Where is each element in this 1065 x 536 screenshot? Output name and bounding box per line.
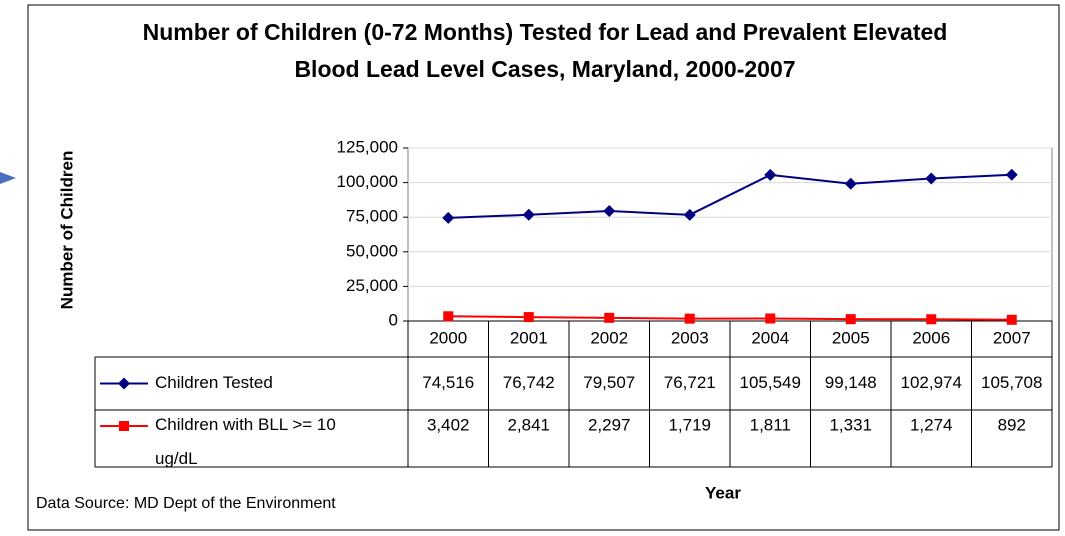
- series-line: [448, 173, 1012, 219]
- data-point: [522, 208, 535, 221]
- data-label: 102,974: [901, 373, 962, 392]
- data-point: [1006, 314, 1017, 325]
- y-tick-label: 125,000: [337, 137, 398, 156]
- x-tick-label: 2000: [429, 328, 467, 347]
- x-tick-label: 2003: [671, 328, 709, 347]
- y-tick-label: 0: [389, 310, 398, 329]
- data-point: [925, 172, 938, 185]
- plot-area: [407, 147, 1053, 322]
- data-point: [926, 314, 937, 325]
- x-tick-label: 2005: [832, 328, 870, 347]
- legend-marker: [118, 377, 130, 390]
- data-point: [764, 168, 777, 181]
- data-label: 1,811: [750, 415, 791, 434]
- data-point: [684, 313, 695, 324]
- x-axis-title: Year: [705, 483, 741, 502]
- y-tick-label: 25,000: [346, 276, 398, 295]
- x-tick-label: 2007: [993, 328, 1031, 347]
- y-tick-label: 75,000: [346, 207, 398, 226]
- data-point: [683, 208, 696, 221]
- arrow-icon: [0, 172, 16, 184]
- data-label: 76,721: [664, 373, 716, 392]
- legend-label: Children with BLL >= 10 ug/dL: [155, 415, 336, 468]
- data-label: 892: [998, 415, 1026, 434]
- data-label: 99,148: [825, 373, 877, 392]
- data-label: 105,708: [981, 373, 1042, 392]
- data-label: 1,331: [829, 415, 872, 434]
- data-label: 1,719: [668, 415, 711, 434]
- data-point: [844, 177, 857, 190]
- x-tick-label: 2006: [912, 328, 950, 347]
- data-point: [442, 211, 455, 224]
- data-point: [443, 311, 454, 322]
- y-tick-label: 50,000: [346, 241, 398, 260]
- y-tick-label: 100,000: [337, 172, 398, 191]
- data-label: 76,742: [503, 373, 555, 392]
- data-label: 2,297: [588, 415, 631, 434]
- data-label: 105,549: [740, 373, 801, 392]
- series-line: [448, 315, 1012, 321]
- data-point: [845, 314, 856, 325]
- data-label: 74,516: [422, 373, 474, 392]
- data-point: [604, 312, 615, 323]
- x-tick-label: 2002: [590, 328, 628, 347]
- data-label: 1,274: [910, 415, 953, 434]
- x-tick-label: 2004: [751, 328, 789, 347]
- chart-title: Number of Children (0-72 Months) Tested …: [142, 19, 948, 82]
- data-point: [523, 312, 534, 323]
- legend-marker: [119, 421, 129, 431]
- data-label: 3,402: [427, 415, 470, 434]
- data-point: [1005, 168, 1018, 181]
- data-point: [765, 313, 776, 324]
- data-label: 79,507: [583, 373, 635, 392]
- x-tick-label: 2001: [510, 328, 548, 347]
- legend-label: Children Tested: [155, 373, 273, 392]
- data-label: 2,841: [507, 415, 550, 434]
- data-source: Data Source: MD Dept of the Environment: [36, 495, 336, 512]
- y-axis-title: Number of Children: [57, 151, 76, 310]
- data-point: [603, 204, 616, 217]
